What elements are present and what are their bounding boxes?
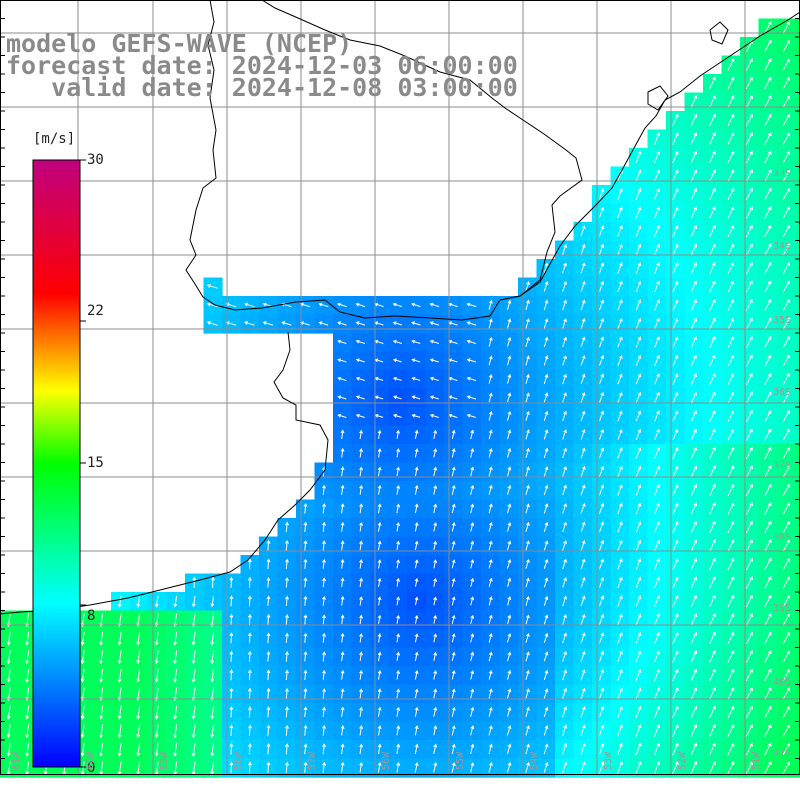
colorbar-ticks [80,159,86,768]
lat-label-36s: 36S [773,387,792,398]
colorbar-tick-30: 30 [87,152,104,168]
graticule [0,0,800,775]
lat-label-37s: 37S [773,460,792,471]
colorbar-tick-22: 22 [87,303,104,319]
colorbar-tick-8: 8 [87,608,96,624]
lon-label-58w: 58W [233,751,244,770]
colorbar-unit: [m/s] [33,131,76,147]
forecast-date: forecast date: 2024-12-03 06:00:00 [6,51,518,80]
colorbar [32,159,81,768]
lon-label-53w: 53W [603,751,614,770]
lagoon-outline [647,21,729,111]
lon-label-51w: 51W [751,751,762,770]
lon-label-56w: 56W [381,751,392,770]
coastline-south [0,331,329,615]
lat-label-40s: 40S [773,677,792,688]
lon-label-61w: 61W [11,751,22,770]
model-title: modelo GEFS-WAVE (NCEP) [6,29,353,58]
lat-label-33s: 33S [773,168,792,179]
lat-label-35s: 35S [773,315,792,326]
valid-date: valid date: 2024-12-08 03:00:00 [6,73,518,102]
lon-label-54w: 54W [529,751,540,770]
lon-label-57w: 57W [307,751,318,770]
colorbar-tick-15: 15 [87,455,104,471]
lat-label-34s: 34S [773,241,792,252]
coastline [185,0,583,321]
lat-label-41s: 41S [773,748,792,759]
coastline-east [499,11,800,301]
lon-label-52w: 52W [677,751,688,770]
lat-label-39s: 39S [773,603,792,614]
lon-label-60w: 60W [85,751,96,770]
lon-label-55w: 55W [455,751,466,770]
colorbar-tick-0: 0 [87,760,96,776]
lat-label-38s: 38S [773,532,792,543]
lon-label-59w: 59W [159,751,170,770]
